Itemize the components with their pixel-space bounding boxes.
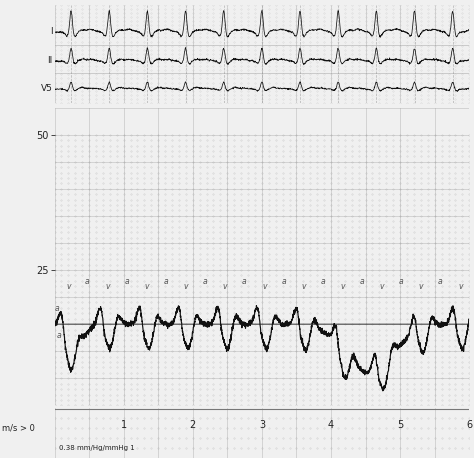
Text: 3: 3 xyxy=(259,420,265,430)
Text: a: a xyxy=(125,277,129,285)
Text: a: a xyxy=(399,277,403,285)
Text: v: v xyxy=(145,282,149,291)
Text: a: a xyxy=(282,277,286,285)
Text: v: v xyxy=(458,282,463,291)
Text: a: a xyxy=(56,331,61,340)
Text: m/s > 0: m/s > 0 xyxy=(2,424,35,433)
Text: 2: 2 xyxy=(190,420,196,430)
Text: 5: 5 xyxy=(397,420,403,430)
Text: a: a xyxy=(203,277,208,285)
Text: a: a xyxy=(320,277,325,285)
Text: I: I xyxy=(50,27,53,36)
Text: 1: 1 xyxy=(120,420,127,430)
Text: a: a xyxy=(360,277,365,285)
Text: v: v xyxy=(223,282,228,291)
Text: v: v xyxy=(105,282,110,291)
Text: v: v xyxy=(262,282,266,291)
Text: a: a xyxy=(54,304,59,313)
Text: v: v xyxy=(66,282,71,291)
Text: v: v xyxy=(301,282,306,291)
Text: a: a xyxy=(85,277,89,285)
Text: 6: 6 xyxy=(466,420,472,430)
Text: 4: 4 xyxy=(328,420,334,430)
Text: v: v xyxy=(419,282,423,291)
Text: II: II xyxy=(47,56,53,65)
Text: 0.38 mm/Hg/mmHg 1: 0.38 mm/Hg/mmHg 1 xyxy=(59,445,135,451)
Text: a: a xyxy=(438,277,443,285)
Text: v: v xyxy=(183,282,188,291)
Text: v: v xyxy=(340,282,345,291)
Text: a: a xyxy=(242,277,247,285)
Text: V5: V5 xyxy=(41,84,53,93)
Text: v: v xyxy=(380,282,384,291)
Text: a: a xyxy=(164,277,168,285)
